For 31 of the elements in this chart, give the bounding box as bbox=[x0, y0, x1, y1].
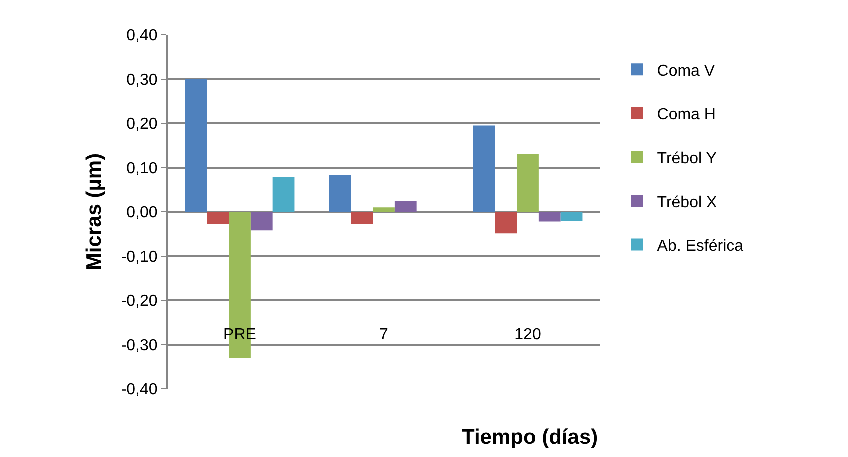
legend-label: Trébol Y bbox=[657, 150, 718, 168]
bar bbox=[185, 79, 208, 212]
y-tick-label: 0,00 bbox=[126, 204, 158, 222]
bar bbox=[560, 212, 583, 222]
bar bbox=[517, 154, 539, 212]
y-tick-label: -0,10 bbox=[121, 248, 158, 266]
bar bbox=[272, 177, 295, 212]
bar bbox=[373, 208, 395, 212]
bar bbox=[473, 126, 496, 212]
y-tick-label: -0,20 bbox=[121, 293, 158, 310]
bar bbox=[495, 212, 518, 234]
x-tick-label: 7 bbox=[380, 326, 389, 344]
y-tick-label: 0,40 bbox=[126, 28, 158, 45]
bar bbox=[351, 212, 374, 224]
y-tick-label: 0,10 bbox=[126, 160, 158, 178]
y-tick-label: -0,40 bbox=[121, 382, 158, 399]
legend-label: Ab. Esférica bbox=[657, 238, 744, 256]
y-axis-title: Micras (µm) bbox=[82, 153, 106, 271]
bar bbox=[394, 200, 417, 212]
bar bbox=[250, 212, 273, 231]
legend-label: Coma H bbox=[657, 106, 716, 124]
x-tick-label: 120 bbox=[514, 326, 542, 344]
y-tick-label: 0,30 bbox=[126, 72, 158, 89]
x-axis-title: Tiempo (días) bbox=[462, 426, 598, 449]
legend-label: Coma V bbox=[657, 62, 716, 80]
y-tick-label: -0,30 bbox=[121, 337, 158, 354]
bar bbox=[207, 212, 230, 224]
bar bbox=[329, 175, 352, 212]
bar bbox=[538, 212, 561, 222]
y-tick-label: 0,20 bbox=[126, 116, 158, 134]
legend-label: Trébol X bbox=[657, 194, 718, 212]
